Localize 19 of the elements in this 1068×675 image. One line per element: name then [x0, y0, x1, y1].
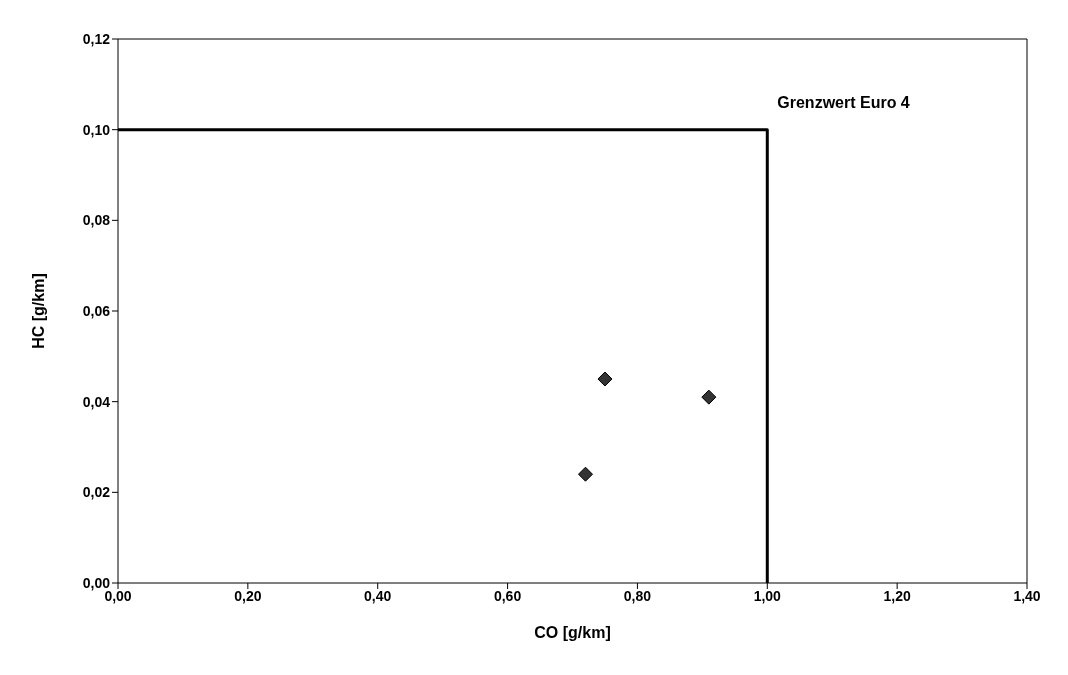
y-axis-title: HC [g/km]: [29, 273, 47, 349]
x-tick-label: 0,80: [623, 587, 652, 604]
x-tick-label: 1,40: [1013, 587, 1041, 604]
x-tick-label: 0,40: [364, 587, 392, 604]
annotation: Grenzwert Euro 4: [777, 93, 910, 111]
y-tick-label: 0,04: [82, 393, 111, 410]
y-tick-label: 0,08: [82, 212, 111, 229]
y-tick-label: 0,06: [82, 302, 111, 319]
point: [577, 466, 593, 482]
y-tick-label: 0,12: [82, 30, 111, 47]
x-axis-title: CO [g/km]: [534, 624, 611, 641]
x-tick-label: 0,60: [493, 587, 522, 604]
y-tick-label: 0,10: [82, 121, 111, 138]
point: [597, 371, 613, 387]
x-tick-label: 0,20: [234, 587, 262, 604]
y-tick-label: 0,02: [82, 484, 111, 501]
x-tick-label: 1,20: [883, 587, 911, 604]
point: [701, 389, 717, 405]
x-tick-label: 1,00: [753, 587, 782, 604]
